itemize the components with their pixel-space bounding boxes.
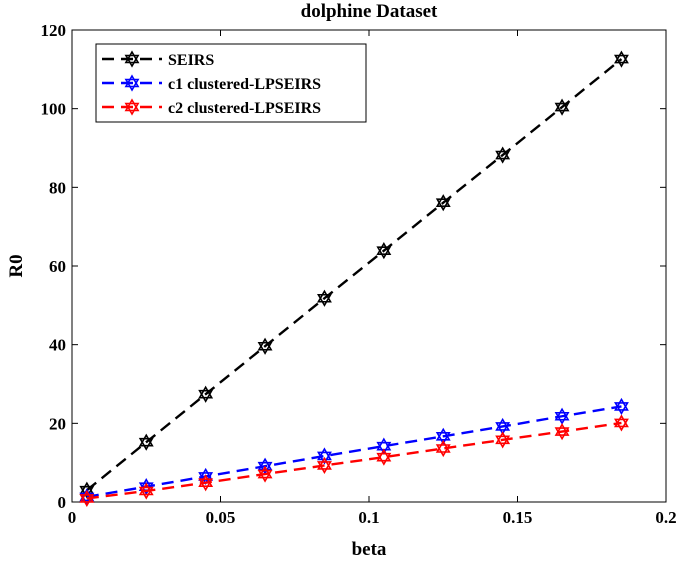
data-point-series-3 xyxy=(138,482,154,500)
x-tick-label: 0.2 xyxy=(655,508,676,527)
data-point-series-2 xyxy=(554,407,570,425)
data-point-series-2 xyxy=(614,397,629,416)
data-point-series-3 xyxy=(79,489,95,508)
data-point-series-3 xyxy=(435,439,451,458)
y-tick-label: 80 xyxy=(49,178,66,197)
series-line-2 xyxy=(86,405,622,499)
x-tick-label: 0.15 xyxy=(503,508,533,527)
data-point-series-1 xyxy=(495,146,511,164)
legend-marker-2 xyxy=(124,74,140,92)
legend-label-3: c2 clustered-LPSEIRS xyxy=(168,100,321,117)
legend-marker-1 xyxy=(124,50,140,68)
y-tick-label: 40 xyxy=(49,336,66,355)
data-point-series-2 xyxy=(495,417,511,436)
x-tick-label: 0.1 xyxy=(358,508,379,527)
data-point-series-3 xyxy=(257,465,273,483)
data-point-series-1 xyxy=(257,337,273,355)
data-point-series-3 xyxy=(554,422,570,441)
legend-label-1: SEIRS xyxy=(168,52,214,69)
x-tick-label: 0.05 xyxy=(206,508,236,527)
data-point-series-1 xyxy=(198,385,214,403)
data-point-series-1 xyxy=(376,242,392,260)
legend-marker-3 xyxy=(124,98,140,116)
y-tick-label: 60 xyxy=(49,257,66,276)
data-point-series-1 xyxy=(554,98,570,116)
data-point-series-1 xyxy=(614,50,629,68)
y-tick-label: 120 xyxy=(41,21,67,40)
plot-area: 0 0.05 0.1 0.15 0.2 0 20 40 60 80 100 120 xyxy=(41,21,677,527)
data-point-series-3 xyxy=(376,448,392,466)
chart-title: dolphine Dataset xyxy=(301,1,438,22)
data-point-series-1 xyxy=(317,289,332,307)
y-axis-label: R0 xyxy=(6,254,27,277)
series-line-3 xyxy=(86,421,622,500)
data-point-series-3 xyxy=(198,474,214,492)
y-tick-label: 20 xyxy=(49,414,66,433)
data-point-series-3 xyxy=(495,431,511,449)
y-tick-label: 100 xyxy=(41,100,67,119)
data-point-series-3 xyxy=(614,414,629,432)
y-tick-label: 0 xyxy=(58,493,67,512)
data-point-series-3 xyxy=(317,456,332,475)
data-point-series-2 xyxy=(317,447,332,465)
legend-label-2: c1 clustered-LPSEIRS xyxy=(168,76,321,93)
data-point-series-2 xyxy=(257,457,273,475)
data-point-series-1 xyxy=(435,194,451,212)
data-point-series-1 xyxy=(138,433,154,451)
legend: SEIRS c1 clustered-LPSEIRS c2 clustered-LP… xyxy=(95,43,367,123)
x-tick-label: 0 xyxy=(68,508,77,527)
x-axis-label: beta xyxy=(352,539,387,560)
data-point-series-2 xyxy=(435,427,451,445)
series-line-1 xyxy=(86,58,623,492)
